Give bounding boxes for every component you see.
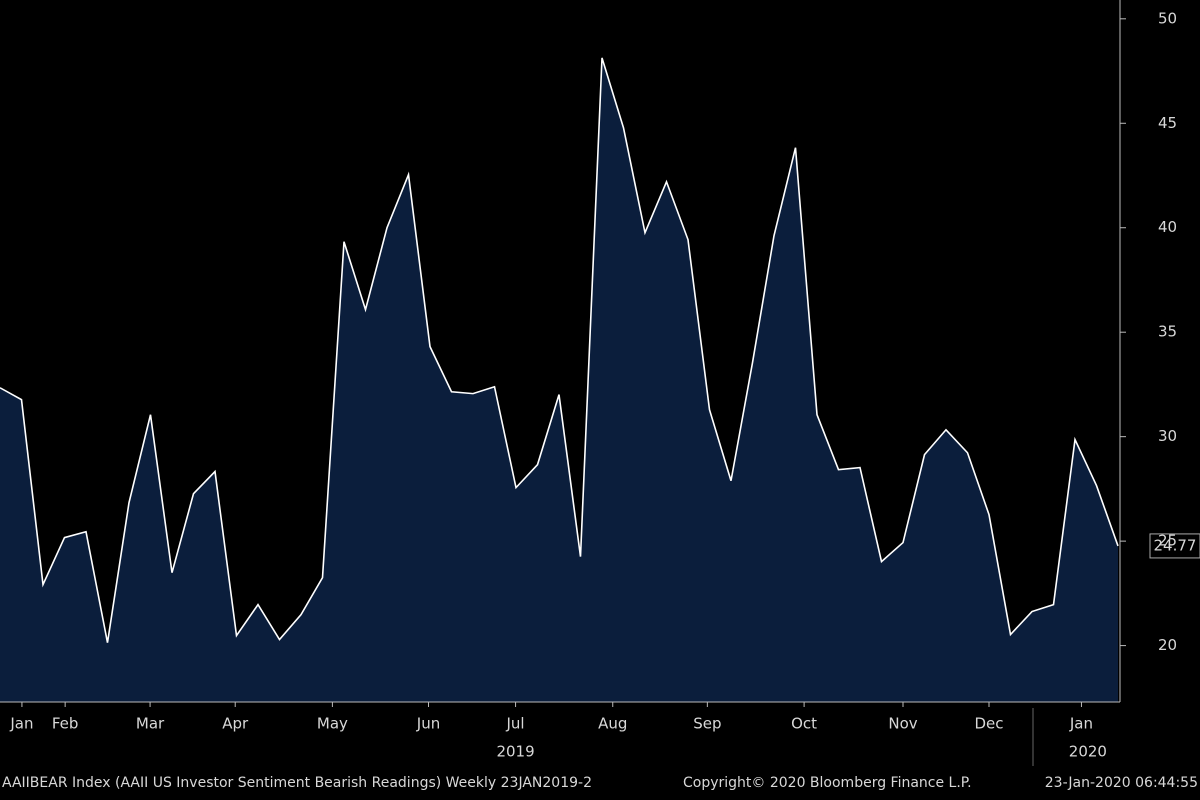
x-tick-label: Mar [136,715,165,733]
x-tick-label: Oct [791,715,817,733]
x-tick-label: Sep [693,715,721,733]
y-tick-label: 35 [1158,323,1177,341]
x-tick-label: Jul [506,715,525,733]
y-tick-label: 25 [1158,532,1177,550]
footer-copyright: Copyright© 2020 Bloomberg Finance L.P. [683,775,972,791]
series-line [0,57,1119,643]
footer-source: AAIIBEAR Index (AAII US Investor Sentime… [2,775,592,791]
last-value-box [1149,533,1200,559]
y-tick-label: 20 [1158,636,1177,654]
area-fill [0,57,1118,702]
x-tick-label: Apr [222,715,249,733]
x-tick-label: Jan [1069,715,1093,733]
year-label: 2020 [1069,743,1107,761]
x-tick-label: Jun [416,715,440,733]
x-tick-label: Feb [52,715,79,733]
x-tick-label: Dec [974,715,1003,733]
footer-timestamp: 23-Jan-2020 06:44:55 [1045,775,1198,791]
x-tick-label: Nov [888,715,917,733]
last-value-label: 24.77 [1154,536,1197,554]
year-label: 2019 [496,743,534,761]
y-tick-label: 30 [1158,427,1177,445]
x-tick-label: Aug [598,715,627,733]
y-tick-label: 45 [1158,114,1177,132]
y-tick-label: 50 [1158,9,1177,27]
x-tick-label: May [317,715,348,733]
y-tick-label: 40 [1158,218,1177,236]
x-tick-label: Jan [9,715,33,733]
